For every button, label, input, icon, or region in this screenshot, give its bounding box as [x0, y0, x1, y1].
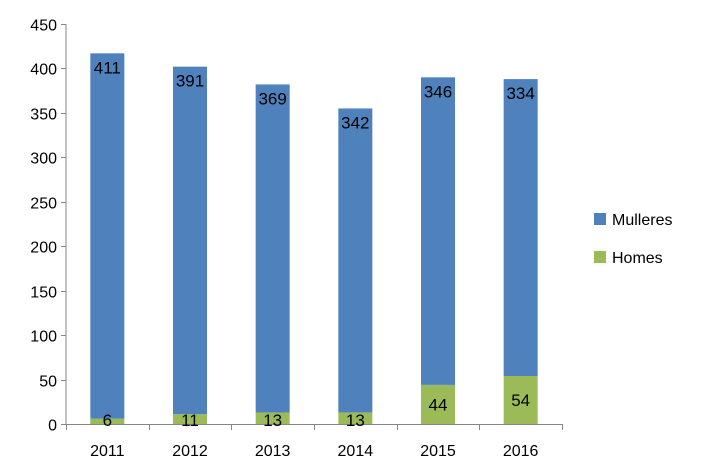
legend-swatch-mulleres — [594, 213, 606, 225]
x-tick-label: 2015 — [420, 443, 456, 460]
bar-mulleres-2015 — [421, 77, 455, 385]
data-label-homes-2016: 54 — [511, 391, 530, 410]
x-axis: 2011 2012 2013 2014 2015 2016 — [66, 424, 563, 460]
bar-mulleres-2011 — [90, 53, 125, 419]
bar-homes-2015 — [421, 384, 455, 424]
data-label-mulleres-2012: 391 — [176, 72, 204, 91]
x-tick-label: 2016 — [503, 443, 539, 460]
y-tick-label: 350 — [30, 107, 57, 124]
legend-label-homes: Homes — [612, 250, 663, 267]
bar-mulleres-2014 — [338, 108, 373, 413]
bar-mulleres-2016 — [503, 79, 538, 376]
data-labels: 6 411 11 391 13 369 13 342 44 346 54 334 — [94, 58, 535, 430]
data-label-mulleres-2016: 334 — [506, 84, 534, 103]
bar-mulleres-2013 — [255, 84, 290, 413]
y-tick-label: 150 — [30, 285, 57, 302]
data-label-homes-2015: 44 — [429, 395, 448, 414]
data-label-mulleres-2014: 342 — [341, 113, 369, 132]
data-label-mulleres-2011: 411 — [94, 58, 121, 77]
bar-homes-2013 — [255, 412, 290, 424]
data-label-mulleres-2015: 346 — [424, 82, 452, 101]
y-tick-label: 100 — [30, 329, 57, 346]
legend: Mulleres Homes — [594, 212, 672, 267]
y-axis: 0 50 100 150 200 250 300 350 400 450 — [30, 18, 67, 435]
y-tick-label: 50 — [39, 374, 57, 391]
data-label-homes-2014: 13 — [346, 411, 365, 430]
x-tick-label: 2014 — [338, 443, 374, 460]
bars — [90, 53, 538, 424]
data-label-mulleres-2013: 369 — [258, 89, 286, 108]
bar-mulleres-2012 — [173, 66, 207, 415]
data-label-homes-2012: 11 — [181, 411, 199, 430]
y-tick-label: 250 — [30, 196, 57, 213]
bar-homes-2016 — [503, 376, 538, 424]
y-tick-label: 400 — [30, 62, 57, 79]
x-tick-label: 2013 — [255, 443, 291, 460]
data-label-homes-2011: 6 — [103, 411, 112, 430]
y-tick-label: 0 — [48, 418, 57, 435]
y-tick-label: 450 — [30, 18, 57, 35]
legend-label-mulleres: Mulleres — [612, 212, 672, 229]
legend-swatch-homes — [594, 251, 606, 263]
x-tick-label: 2011 — [90, 443, 125, 460]
y-tick-label: 300 — [30, 151, 57, 168]
data-label-homes-2013: 13 — [263, 411, 282, 430]
x-tick-label: 2012 — [172, 443, 208, 460]
bar-homes-2012 — [173, 414, 207, 424]
bar-homes-2011 — [90, 418, 125, 424]
y-tick-label: 200 — [30, 240, 57, 257]
bar-homes-2014 — [338, 412, 373, 424]
